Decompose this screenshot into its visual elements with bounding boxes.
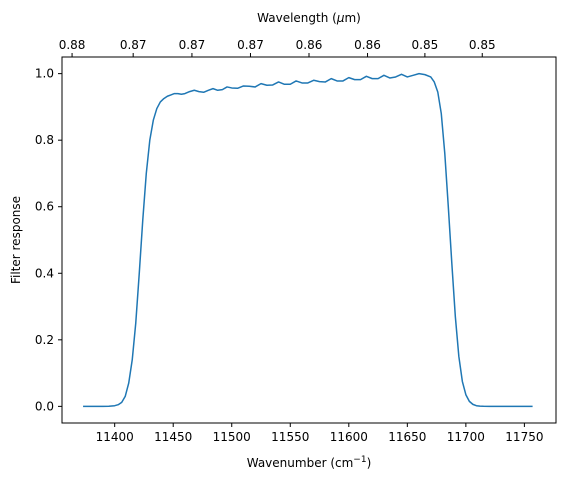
- top-tick-label: 0.86: [354, 38, 381, 52]
- y-axis-label: Filter response: [9, 196, 23, 284]
- series-line-0: [83, 72, 533, 408]
- x-tick-label: 11550: [271, 430, 309, 444]
- top-x-axis: 0.88 0.87 0.87 0.87 0.86 0.86 0.85 0.85: [59, 38, 496, 57]
- x-tick-label: 11600: [330, 430, 368, 444]
- x-tick-label: 11500: [213, 430, 251, 444]
- top-tick-label: 0.88: [59, 38, 86, 52]
- y-tick-label: 0.6: [35, 200, 54, 214]
- y-tick-label: 1.0: [35, 67, 54, 81]
- top-tick-label: 0.87: [237, 38, 264, 52]
- top-x-axis-label: Wavelength (μm): [257, 11, 361, 25]
- y-tick-label: 0.2: [35, 333, 54, 347]
- bottom-x-axis: 11400 11450 11500 11550 11600 11650 11700 11750: [96, 423, 543, 444]
- top-tick-label: 0.85: [469, 38, 496, 52]
- x-tick-label: 11400: [96, 430, 134, 444]
- plot-layer: [83, 72, 533, 408]
- y-tick-label: 0.0: [35, 399, 54, 413]
- y-axis: 0.0 0.2 0.4 0.6 0.8 1.0: [35, 67, 62, 413]
- x-axis-label: Wavenumber (cm−1): [247, 455, 372, 470]
- x-tick-label: 11650: [388, 430, 426, 444]
- top-tick-label: 0.87: [120, 38, 147, 52]
- y-tick-label: 0.4: [35, 266, 54, 280]
- top-tick-label: 0.87: [179, 38, 206, 52]
- plot-frame: [61, 56, 557, 424]
- top-tick-label: 0.85: [412, 38, 439, 52]
- x-tick-label: 11750: [505, 430, 543, 444]
- x-tick-label: 11450: [154, 430, 192, 444]
- y-tick-label: 0.8: [35, 133, 54, 147]
- x-tick-label: 11700: [447, 430, 485, 444]
- top-tick-label: 0.86: [296, 38, 323, 52]
